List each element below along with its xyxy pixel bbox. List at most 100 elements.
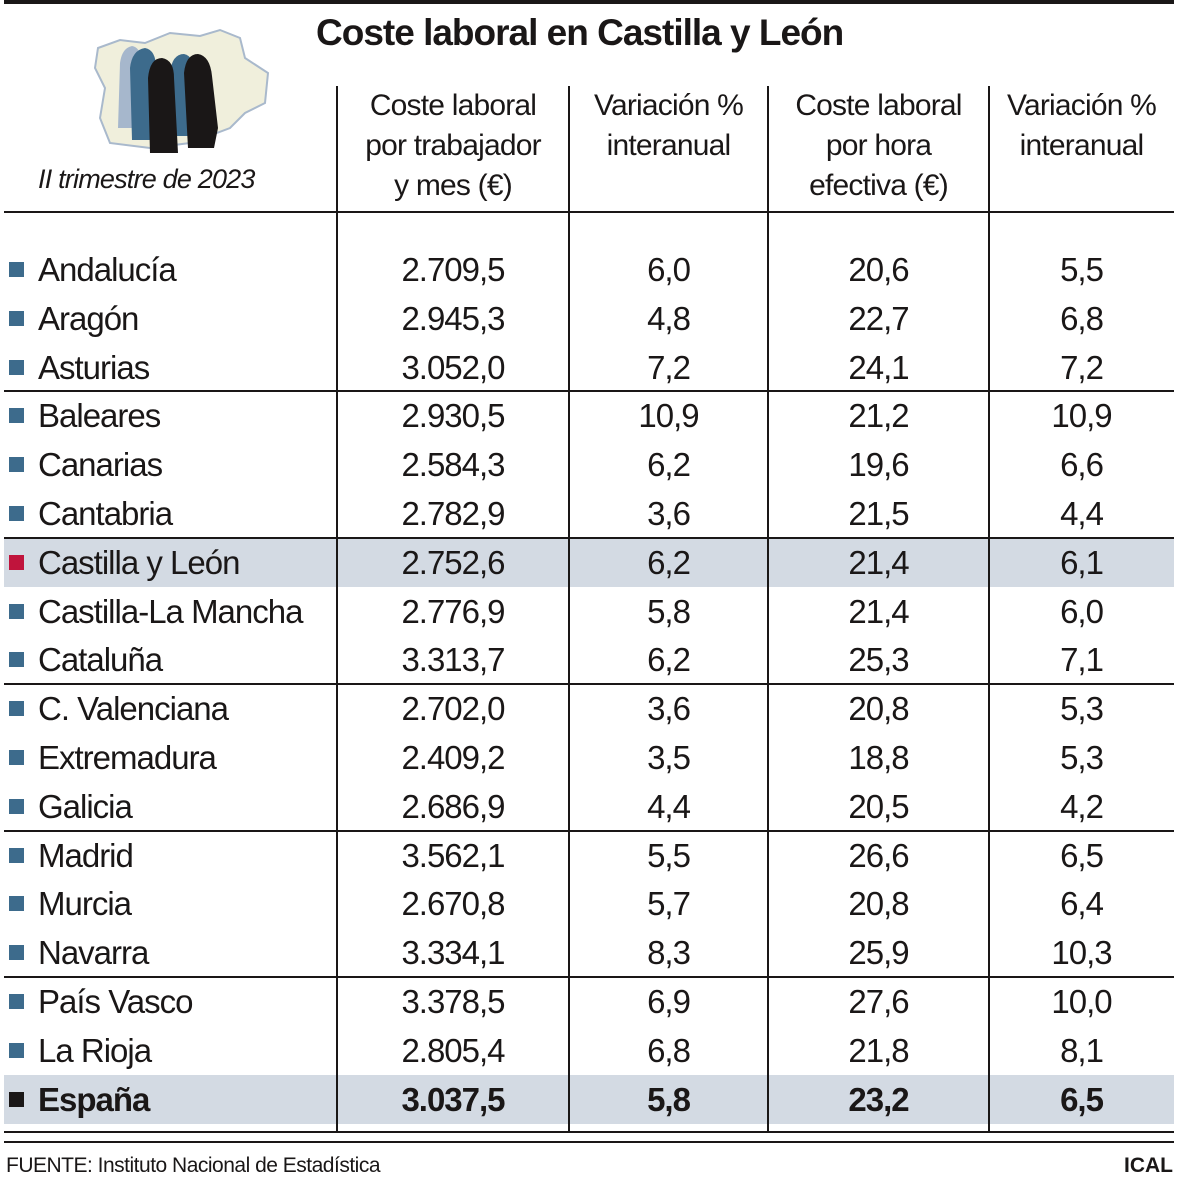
- value-cell: 20,5: [848, 787, 909, 825]
- workers-map-logo: [93, 28, 270, 153]
- region-name: Andalucía: [38, 251, 177, 288]
- value-cell: 6,8: [647, 1031, 691, 1069]
- value-cell: 7,1: [1060, 641, 1104, 679]
- value-cell: 20,8: [848, 690, 909, 728]
- value-cell: 6,0: [1060, 592, 1104, 630]
- region-name: País Vasco: [38, 983, 193, 1020]
- table-row: Castilla y León 2.752,6 6,2 21,4 6,1: [4, 537, 1174, 587]
- group-separator: [4, 829, 1174, 832]
- region-name: Castilla-La Mancha: [38, 592, 303, 630]
- row-marker-icon: [9, 262, 24, 277]
- header-rule: [4, 211, 1174, 213]
- value-cell: 25,3: [848, 641, 909, 679]
- value-cell: 2.670,8: [401, 885, 505, 923]
- value-cell: 5,5: [647, 836, 691, 874]
- value-cell: 10,9: [1051, 397, 1112, 435]
- value-cell: 6,4: [1060, 885, 1104, 923]
- value-cell: 6,2: [647, 543, 691, 581]
- value-cell: 2.776,9: [401, 592, 505, 630]
- row-marker-icon: [9, 701, 24, 717]
- row-marker-icon: [9, 945, 24, 961]
- value-cell: 24,1: [848, 348, 909, 386]
- column-header-line: Coste laboral: [795, 89, 962, 122]
- value-cell: 2.782,9: [401, 495, 505, 532]
- page-title: Coste laboral en Castilla y León: [316, 12, 844, 53]
- region-name: La Rioja: [38, 1031, 152, 1069]
- value-cell: 3,5: [647, 739, 691, 776]
- value-cell: 2.709,5: [401, 251, 505, 288]
- region-name: Baleares: [38, 397, 161, 435]
- region-name: Galicia: [38, 787, 133, 825]
- region-name: Murcia: [38, 885, 132, 923]
- value-cell: 4,2: [1060, 787, 1104, 825]
- row-marker-icon: [9, 798, 24, 814]
- total-row: España 3.037,5 5,8 23,2 6,5: [4, 1074, 1174, 1124]
- brand-credit: ICAL: [1124, 1154, 1173, 1177]
- table-row: Aragón 2.945,3 4,8 22,7 6,8: [4, 294, 1174, 343]
- column-header: Coste laboral por trabajador y mes (€): [337, 86, 569, 206]
- column-header-line: y mes (€): [394, 169, 513, 202]
- region-name: Navarra: [38, 934, 149, 972]
- region-name: Cataluña: [38, 641, 163, 679]
- column-header-line: por hora: [825, 129, 932, 162]
- value-cell: 4,4: [647, 787, 691, 825]
- value-cell: 2.945,3: [401, 299, 505, 337]
- row-marker-icon: [9, 1042, 24, 1058]
- column-divider: [767, 86, 769, 1132]
- region-name: Asturias: [38, 348, 150, 386]
- value-cell: 21,4: [848, 543, 909, 581]
- value-cell: 5,7: [647, 885, 691, 923]
- row-marker-icon: [9, 896, 24, 912]
- column-header: Variación % interanual: [569, 86, 768, 166]
- value-cell: 6,2: [647, 446, 691, 484]
- value-cell: 21,5: [848, 495, 909, 532]
- region-name: C. Valenciana: [38, 690, 229, 728]
- value-cell: 7,2: [1060, 348, 1104, 386]
- group-separator: [4, 390, 1174, 393]
- value-cell: 10,9: [638, 397, 699, 435]
- row-marker-icon: [9, 994, 24, 1009]
- column-header-line: Variación %: [1006, 89, 1157, 122]
- table-row: Galicia 2.686,9 4,4 20,5 4,2: [4, 782, 1174, 831]
- value-cell: 4,4: [1060, 495, 1104, 532]
- value-cell: 3.313,7: [401, 641, 505, 679]
- column-divider: [988, 86, 990, 1132]
- value-cell: 6,1: [1060, 543, 1104, 581]
- value-cell: 20,8: [848, 885, 909, 923]
- value-cell: 27,6: [848, 983, 909, 1020]
- value-cell: 7,2: [647, 348, 691, 386]
- region-name: Canarias: [38, 446, 163, 484]
- value-cell: 6,9: [647, 983, 691, 1020]
- value-cell: 20,6: [848, 251, 909, 288]
- table-row: C. Valenciana 2.702,0 3,6 20,8 5,3: [4, 684, 1174, 733]
- value-cell: 6,5: [1060, 836, 1104, 874]
- row-marker-icon: [9, 408, 24, 424]
- value-cell: 3,6: [647, 495, 691, 532]
- group-separator: [4, 536, 1174, 539]
- value-cell: 3.052,0: [401, 348, 505, 386]
- table-row: Murcia 2.670,8 5,7 20,8 6,4: [4, 879, 1174, 928]
- value-cell: 8,3: [647, 934, 691, 972]
- table-row: Baleares 2.930,5 10,9 21,2 10,9: [4, 391, 1174, 440]
- value-cell: 2.409,2: [401, 739, 505, 776]
- column-header-line: Coste laboral: [369, 89, 537, 122]
- row-marker-icon: [9, 847, 24, 863]
- value-cell: 21,4: [848, 592, 909, 630]
- row-marker-icon: [9, 457, 24, 473]
- value-cell: 3.562,1: [401, 836, 505, 874]
- value-cell: 6,8: [1060, 299, 1104, 337]
- value-cell: 5,8: [647, 1080, 691, 1118]
- value-cell: 18,8: [848, 739, 909, 776]
- value-cell: 21,8: [848, 1031, 909, 1069]
- column-divider: [336, 86, 338, 1132]
- value-cell: 22,7: [848, 299, 909, 337]
- table-row: Cataluña 3.313,7 6,2 25,3 7,1: [4, 635, 1174, 684]
- value-cell: 6,2: [647, 641, 691, 679]
- value-cell: 6,0: [647, 251, 691, 288]
- top-rule: [4, 0, 1174, 4]
- region-name: Extremadura: [38, 739, 217, 776]
- row-marker-icon: [9, 506, 24, 521]
- column-header-line: Variación %: [593, 89, 744, 122]
- table-row: Extremadura 2.409,2 3,5 18,8 5,3: [4, 733, 1174, 782]
- column-header-line: por trabajador: [365, 129, 541, 162]
